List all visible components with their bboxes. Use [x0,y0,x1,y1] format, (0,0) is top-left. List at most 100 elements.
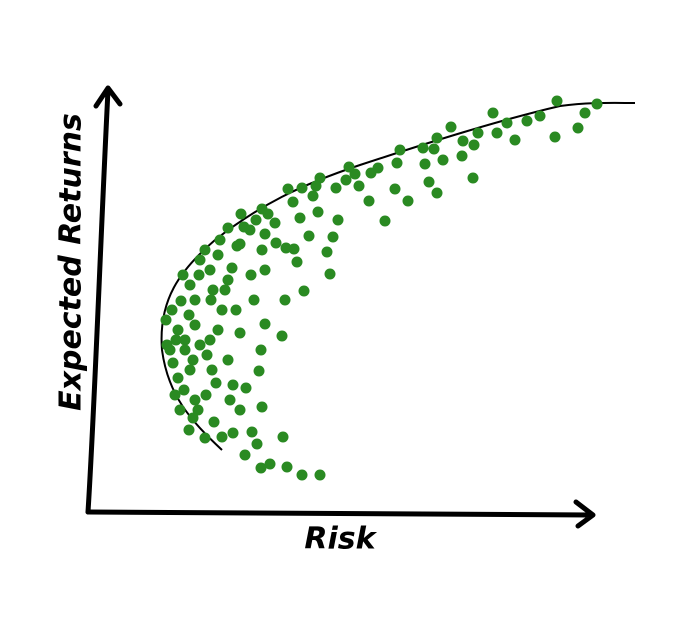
scatter-point [222,354,234,366]
scatter-point [234,238,246,250]
scatter-point [310,180,322,192]
scatter-point [259,264,271,276]
scatter-point [177,269,189,281]
scatter-point [255,462,267,474]
scatter-point [445,121,457,133]
scatter-point [246,426,258,438]
scatter-point [234,404,246,416]
scatter-point [200,389,212,401]
scatter-point [431,132,443,144]
scatter-point [170,334,182,346]
scatter-point [282,183,294,195]
scatter-point [250,214,262,226]
scatter-point [189,394,201,406]
scatter-point [187,412,199,424]
scatter-point [353,180,365,192]
scatter-point [255,344,267,356]
scatter-point [391,157,403,169]
scatter-point [579,107,591,119]
scatter-point [251,438,263,450]
scatter-point [193,269,205,281]
scatter-point [214,234,226,246]
scatter-point [509,134,521,146]
scatter-point [256,203,268,215]
scatter-point [276,330,288,342]
scatter-point [303,230,315,242]
scatter-point [472,127,484,139]
scatter-point [256,401,268,413]
scatter-point [183,424,195,436]
scatter-point [287,196,299,208]
scatter-point [224,394,236,406]
scatter-point [199,432,211,444]
scatter-point [244,224,256,236]
scatter-point [456,150,468,162]
scatter-point [210,377,222,389]
scatter-point [194,339,206,351]
scatter-point [270,237,282,249]
scatter-point [291,256,303,268]
scatter-point [437,154,449,166]
scatter-point [259,318,271,330]
scatter-point [189,294,201,306]
scatter-point [189,319,201,331]
scatter-point [183,309,195,321]
x-axis-label: Risk [304,522,377,557]
scatter-point [212,324,224,336]
scatter-point [207,284,219,296]
scatter-point [491,127,503,139]
scatter-point [389,183,401,195]
scatter-point [591,98,603,110]
scatter-point [245,269,257,281]
scatter-point [206,364,218,376]
scatter-point [423,176,435,188]
scatter-point [296,182,308,194]
scatter-point [240,382,252,394]
scatter-point [572,122,584,134]
scatter-point [365,167,377,179]
scatter-point [179,344,191,356]
scatter-point [253,365,265,377]
scatter-point [205,294,217,306]
scatter-point [379,215,391,227]
scatter-point [340,174,352,186]
scatter-point [468,139,480,151]
scatter-point [167,357,179,369]
scatter-point [227,427,239,439]
y-axis [85,85,123,515]
scatter-point [363,195,375,207]
x-axis [85,499,596,529]
scatter-point [160,314,172,326]
scatter-point [324,268,336,280]
scatter-point [487,107,499,119]
scatter-point [279,294,291,306]
y-axis-label: Expected Returns [54,113,89,411]
scatter-point [199,244,211,256]
scatter-point [501,117,513,129]
scatter-point [288,243,300,255]
scatter-point [172,324,184,336]
scatter-point [212,249,224,261]
scatter-point [402,195,414,207]
scatter-point [314,469,326,481]
scatter-point [219,284,231,296]
scatter-point [534,110,546,122]
scatter-point [175,295,187,307]
scatter-point [216,431,228,443]
scatter-point [201,349,213,361]
scatter-point [269,217,281,229]
scatter-point [178,384,190,396]
scatter-point [184,364,196,376]
scatter-point [419,158,431,170]
scatter-point [204,334,216,346]
scatter-point [457,135,469,147]
scatter-point [327,231,339,243]
frontier-curve [160,101,636,451]
scatter-point [281,461,293,473]
scatter-point [277,431,289,443]
scatter-point [321,246,333,258]
scatter-point [208,416,220,428]
scatter-point [296,469,308,481]
scatter-point [394,144,406,156]
